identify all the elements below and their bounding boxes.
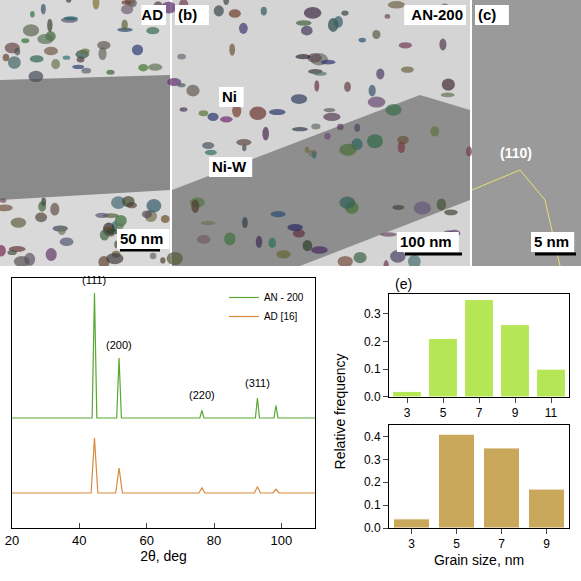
svg-text:(b): (b) bbox=[178, 6, 197, 23]
svg-text:0.0: 0.0 bbox=[364, 521, 381, 535]
svg-text:0.1: 0.1 bbox=[364, 362, 381, 376]
svg-text:(111): (111) bbox=[82, 274, 106, 286]
svg-text:(c): (c) bbox=[478, 6, 496, 23]
svg-text:11: 11 bbox=[545, 406, 558, 420]
svg-text:0.0: 0.0 bbox=[364, 390, 381, 404]
svg-text:(110): (110) bbox=[500, 145, 532, 161]
svg-text:80: 80 bbox=[207, 533, 221, 548]
svg-text:3: 3 bbox=[408, 537, 415, 551]
svg-text:AD [16]: AD [16] bbox=[264, 311, 298, 322]
svg-text:5 nm: 5 nm bbox=[534, 233, 569, 250]
svg-text:0.2: 0.2 bbox=[364, 335, 381, 349]
svg-text:50 nm: 50 nm bbox=[120, 230, 163, 247]
svg-text:7: 7 bbox=[476, 406, 483, 420]
svg-text:0.3: 0.3 bbox=[364, 307, 381, 321]
svg-text:(311): (311) bbox=[245, 377, 270, 389]
svg-text:Ni-W: Ni-W bbox=[212, 158, 247, 175]
svg-text:60: 60 bbox=[139, 533, 153, 548]
svg-text:0.4: 0.4 bbox=[364, 430, 381, 444]
svg-text:AD: AD bbox=[141, 6, 163, 23]
svg-text:Grain size, nm: Grain size, nm bbox=[434, 552, 524, 568]
svg-text:(e): (e) bbox=[395, 276, 412, 292]
svg-text:2θ, deg: 2θ, deg bbox=[140, 548, 187, 564]
svg-text:Relative frequency: Relative frequency bbox=[332, 353, 348, 469]
svg-text:9: 9 bbox=[543, 537, 550, 551]
svg-text:AN - 200: AN - 200 bbox=[264, 292, 304, 303]
svg-text:5: 5 bbox=[440, 406, 447, 420]
svg-text:7: 7 bbox=[498, 537, 505, 551]
svg-text:40: 40 bbox=[72, 533, 86, 548]
svg-text:0.3: 0.3 bbox=[364, 453, 381, 467]
svg-text:AN-200: AN-200 bbox=[411, 6, 463, 23]
svg-text:100: 100 bbox=[270, 533, 292, 548]
svg-text:3: 3 bbox=[404, 406, 411, 420]
svg-text:0.2: 0.2 bbox=[364, 475, 381, 489]
svg-text:20: 20 bbox=[5, 533, 19, 548]
svg-text:(200): (200) bbox=[106, 339, 132, 351]
svg-text:5: 5 bbox=[453, 537, 460, 551]
svg-text:(220): (220) bbox=[189, 389, 215, 401]
svg-text:0.1: 0.1 bbox=[364, 498, 381, 512]
svg-text:100 nm: 100 nm bbox=[400, 233, 452, 250]
svg-text:9: 9 bbox=[512, 406, 519, 420]
svg-text:Ni: Ni bbox=[222, 88, 237, 105]
